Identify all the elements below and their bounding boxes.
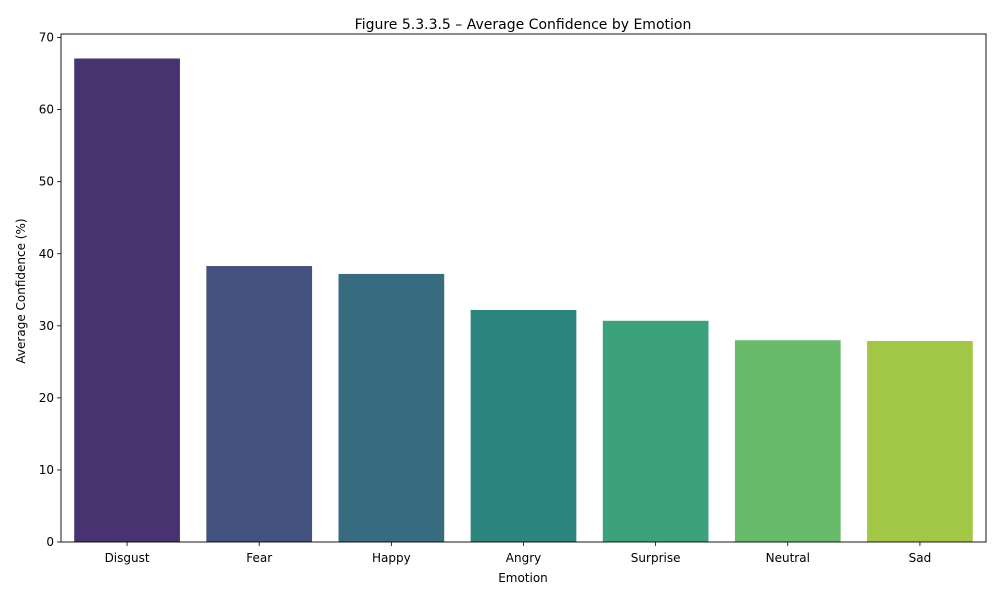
y-tick-label: 10 bbox=[39, 463, 54, 477]
bar-angry bbox=[470, 309, 577, 542]
bar-fear bbox=[206, 266, 313, 542]
x-axis-label: Emotion bbox=[498, 571, 548, 585]
bar-disgust bbox=[74, 58, 180, 542]
plot-frame bbox=[60, 33, 987, 543]
chart-title: Figure 5.3.3.5 – Average Confidence by E… bbox=[355, 17, 692, 33]
y-tick-label: 40 bbox=[39, 247, 54, 261]
x-tick-label: Angry bbox=[506, 551, 541, 565]
x-tick-label: Disgust bbox=[105, 551, 150, 565]
x-tick-label: Sad bbox=[909, 551, 932, 565]
bar-surprise bbox=[602, 320, 709, 542]
x-tick-label: Surprise bbox=[631, 551, 681, 565]
bars-group bbox=[74, 58, 973, 542]
x-tick-label: Happy bbox=[372, 551, 411, 565]
y-tick-label: 0 bbox=[46, 535, 54, 549]
y-tick-label: 30 bbox=[39, 319, 54, 333]
x-axis-ticks: Disgust Fear Happy Angry Surprise Neutral Sad bbox=[105, 542, 932, 565]
bar-sad bbox=[867, 340, 973, 542]
y-axis-label: Average Confidence (%) bbox=[14, 218, 28, 363]
y-tick-label: 60 bbox=[39, 103, 54, 117]
y-tick-label: 50 bbox=[39, 175, 54, 189]
y-axis-ticks: 0 10 20 30 40 50 60 70 bbox=[39, 31, 61, 549]
x-tick-label: Neutral bbox=[766, 551, 810, 565]
y-tick-label: 70 bbox=[39, 31, 54, 45]
y-tick-label: 20 bbox=[39, 391, 54, 405]
x-tick-label: Fear bbox=[246, 551, 272, 565]
bar-happy bbox=[338, 273, 445, 542]
bar-neutral bbox=[734, 340, 841, 542]
